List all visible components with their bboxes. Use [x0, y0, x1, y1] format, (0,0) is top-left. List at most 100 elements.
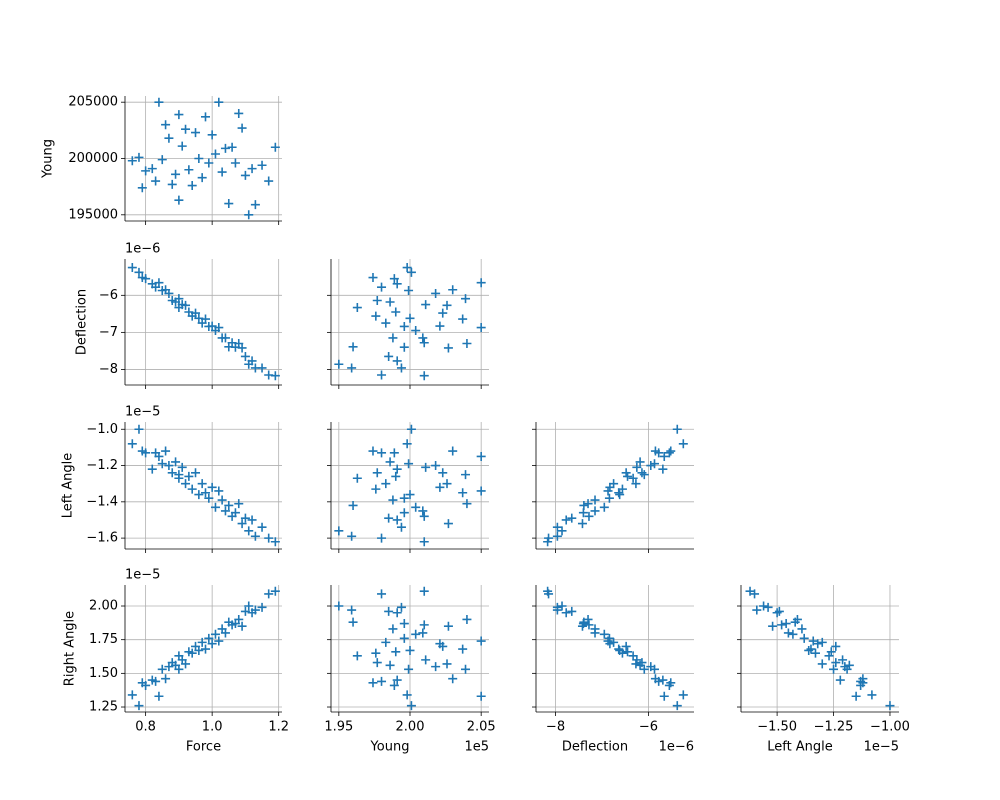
scatter-point [561, 515, 571, 525]
scatter-point [270, 371, 280, 381]
scatter-point [603, 486, 613, 496]
scatter-point [127, 156, 137, 166]
x-axis-label: Left Angle [767, 740, 833, 755]
scatter-point [405, 645, 415, 655]
scatter-point [851, 691, 861, 701]
scatter-point [187, 181, 197, 191]
scatter-point [476, 486, 486, 496]
scatter-point [191, 468, 201, 478]
scatter-point [184, 165, 194, 175]
scatter-point [603, 636, 613, 646]
y-tick-label: −6 [99, 288, 118, 303]
scatter-point [462, 338, 472, 348]
scatter-point [207, 130, 217, 140]
scatter-point [666, 446, 676, 456]
scatter-point [194, 490, 204, 500]
scatter-point [840, 662, 850, 672]
scatter-point [442, 659, 452, 669]
x-tick-label: 0.8 [135, 720, 156, 735]
scatter-point [635, 660, 645, 670]
scatter-point [418, 333, 428, 343]
scatter-point [639, 664, 649, 674]
scatter-point [197, 173, 207, 183]
scatter-point [543, 586, 553, 596]
scatter-point [270, 586, 280, 596]
scatter-point [435, 321, 445, 331]
scatter-point [399, 619, 409, 629]
scatter-point [134, 267, 144, 277]
scatter-point [658, 675, 668, 685]
scatter-point [543, 537, 553, 547]
y-tick-label: 200000 [68, 151, 118, 166]
scatter-point [371, 648, 381, 658]
scatter-point [250, 200, 260, 210]
scatter-point [237, 519, 247, 529]
scatter-point [462, 499, 472, 509]
scatter-point [161, 446, 171, 456]
scatter-point [257, 522, 267, 532]
scatter-point [476, 323, 486, 333]
scatter-point [419, 537, 429, 547]
scatter-point [399, 633, 409, 643]
scatter-point [631, 659, 641, 669]
x-tick-label: −1.00 [870, 720, 910, 735]
scatter-point [792, 614, 802, 624]
scatter-point [584, 511, 594, 521]
scatter-point [599, 629, 609, 639]
scatter-point [141, 680, 151, 690]
scatter-point [824, 651, 834, 661]
scatter-point [418, 628, 428, 638]
y-tick-label: 1.50 [89, 666, 118, 681]
scatter-point [399, 321, 409, 331]
scatter-point [171, 457, 181, 467]
scatter-point [552, 522, 562, 532]
scatter-point [406, 424, 416, 434]
scatter-point [210, 502, 220, 512]
scatter-point [220, 628, 230, 638]
scatter-point [247, 164, 257, 174]
y-tick-label: −1.0 [86, 422, 118, 437]
scatter-point [194, 645, 204, 655]
scatter-point [134, 701, 144, 711]
y-tick-label: 1.25 [89, 700, 118, 715]
scatter-point [577, 519, 587, 529]
scatter-point [752, 605, 762, 615]
scatter-point [381, 637, 391, 647]
scatter-point [167, 179, 177, 189]
scatter-point [817, 659, 827, 669]
scatter-point [781, 619, 791, 629]
scatter-point [557, 526, 567, 536]
scatter-point [197, 479, 207, 489]
scatter-point [174, 664, 184, 674]
scatter-point [157, 459, 167, 469]
scatter-point [234, 108, 244, 118]
scatter-point [191, 128, 201, 138]
scatter-point [584, 620, 594, 630]
scatter-point [264, 589, 274, 599]
x-tick-label: 1.95 [324, 720, 353, 735]
scatter-point [402, 690, 412, 700]
scatter-point [388, 333, 398, 343]
scatter-point [371, 311, 381, 321]
scatter-point [623, 647, 633, 657]
scatter-point [214, 323, 224, 333]
scatter-point [391, 647, 401, 657]
scatter-point [220, 333, 230, 343]
scatter-point [392, 515, 402, 525]
scatter-point [237, 123, 247, 133]
scatter-point [664, 448, 674, 458]
scatter-point [867, 690, 877, 700]
scatter-point [391, 471, 401, 481]
scatter-point [377, 533, 387, 543]
scatter-point [404, 664, 414, 674]
scatter-point [137, 183, 147, 193]
x-axis-label: Young [370, 740, 410, 755]
scatter-point [210, 149, 220, 159]
y-tick-label: −1.2 [86, 458, 118, 473]
scatter-point [141, 274, 151, 284]
scatter-point [200, 112, 210, 122]
scatter-point [134, 424, 144, 434]
scatter-point [462, 614, 472, 624]
scatter-point [372, 468, 382, 478]
